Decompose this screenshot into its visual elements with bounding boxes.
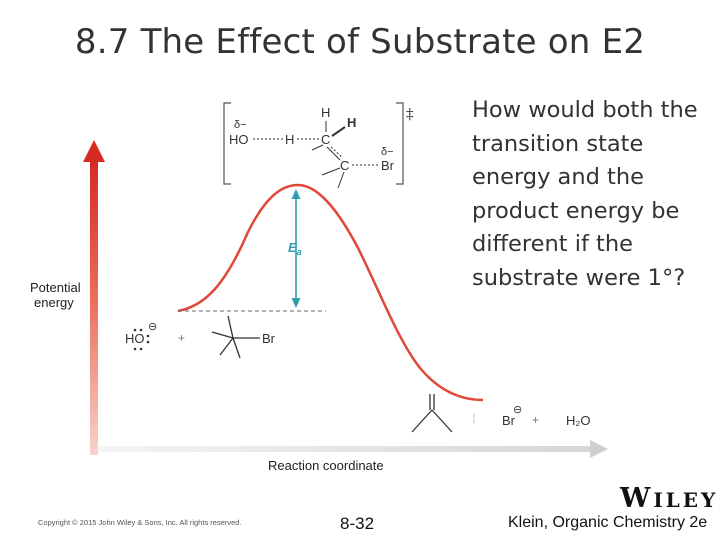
question-text: How would both the transition state ener… — [472, 97, 698, 291]
ea-label: Ea — [288, 240, 302, 257]
slide-title: 8.7 The Effect of Substrate on E2 — [74, 22, 646, 62]
product-plus-2: + — [532, 413, 539, 427]
ea-arrow-head-top — [291, 189, 301, 199]
reactant-bromine: Br — [262, 331, 276, 346]
y-axis-arrow-head — [83, 140, 105, 162]
ts-hydrogen-bold: H — [347, 115, 356, 130]
publisher-logo: WILEY — [620, 483, 719, 514]
products: + Br ⊖ + H₂O — [411, 394, 591, 433]
energy-curve — [177, 183, 484, 402]
ts-bromine: Br — [381, 158, 395, 173]
ts-partial-charge-left: δ− — [234, 119, 247, 131]
ts-carbon-bottom: C — [340, 158, 349, 173]
product-water: H₂O — [566, 413, 591, 428]
x-axis-label: Reaction coordinate — [268, 458, 384, 473]
x-axis-arrow-head — [590, 440, 608, 458]
ts-hydrogen-top: H — [321, 105, 330, 120]
reactant-plus: + — [178, 331, 185, 345]
reactant-hydroxide: HO — [125, 331, 145, 346]
x-axis-arrow-shaft — [98, 446, 593, 452]
y-axis-label-line1: Potential — [30, 280, 81, 295]
ts-hydrogen-breaking: H — [285, 132, 294, 147]
product-bromide: Br — [502, 413, 516, 428]
product-plus-1: + — [472, 414, 477, 424]
ts-hydroxide: HO — [229, 132, 249, 147]
product-charge: ⊖ — [513, 404, 522, 416]
ts-carbon-top: C — [321, 132, 330, 147]
y-axis-label-line2: energy — [34, 295, 74, 310]
ea-arrow-head-bottom — [291, 298, 301, 308]
reactants: HO ⊖ + Br — [125, 315, 276, 359]
copyright-notice: Copyright © 2015 John Wiley & Sons, Inc.… — [38, 518, 242, 527]
ts-partial-charge-right: δ− — [381, 146, 394, 158]
page-number: 8-32 — [340, 514, 375, 533]
transition-state-marker: ‡ — [406, 105, 414, 123]
transition-state-structure: δ− HO H C H H C δ− Br — [229, 105, 395, 189]
textbook-citation: Klein, Organic Chemistry 2e — [508, 514, 708, 531]
transition-state-brackets — [223, 102, 404, 185]
y-axis-arrow-shaft — [90, 160, 98, 455]
reactant-charge: ⊖ — [148, 321, 157, 333]
